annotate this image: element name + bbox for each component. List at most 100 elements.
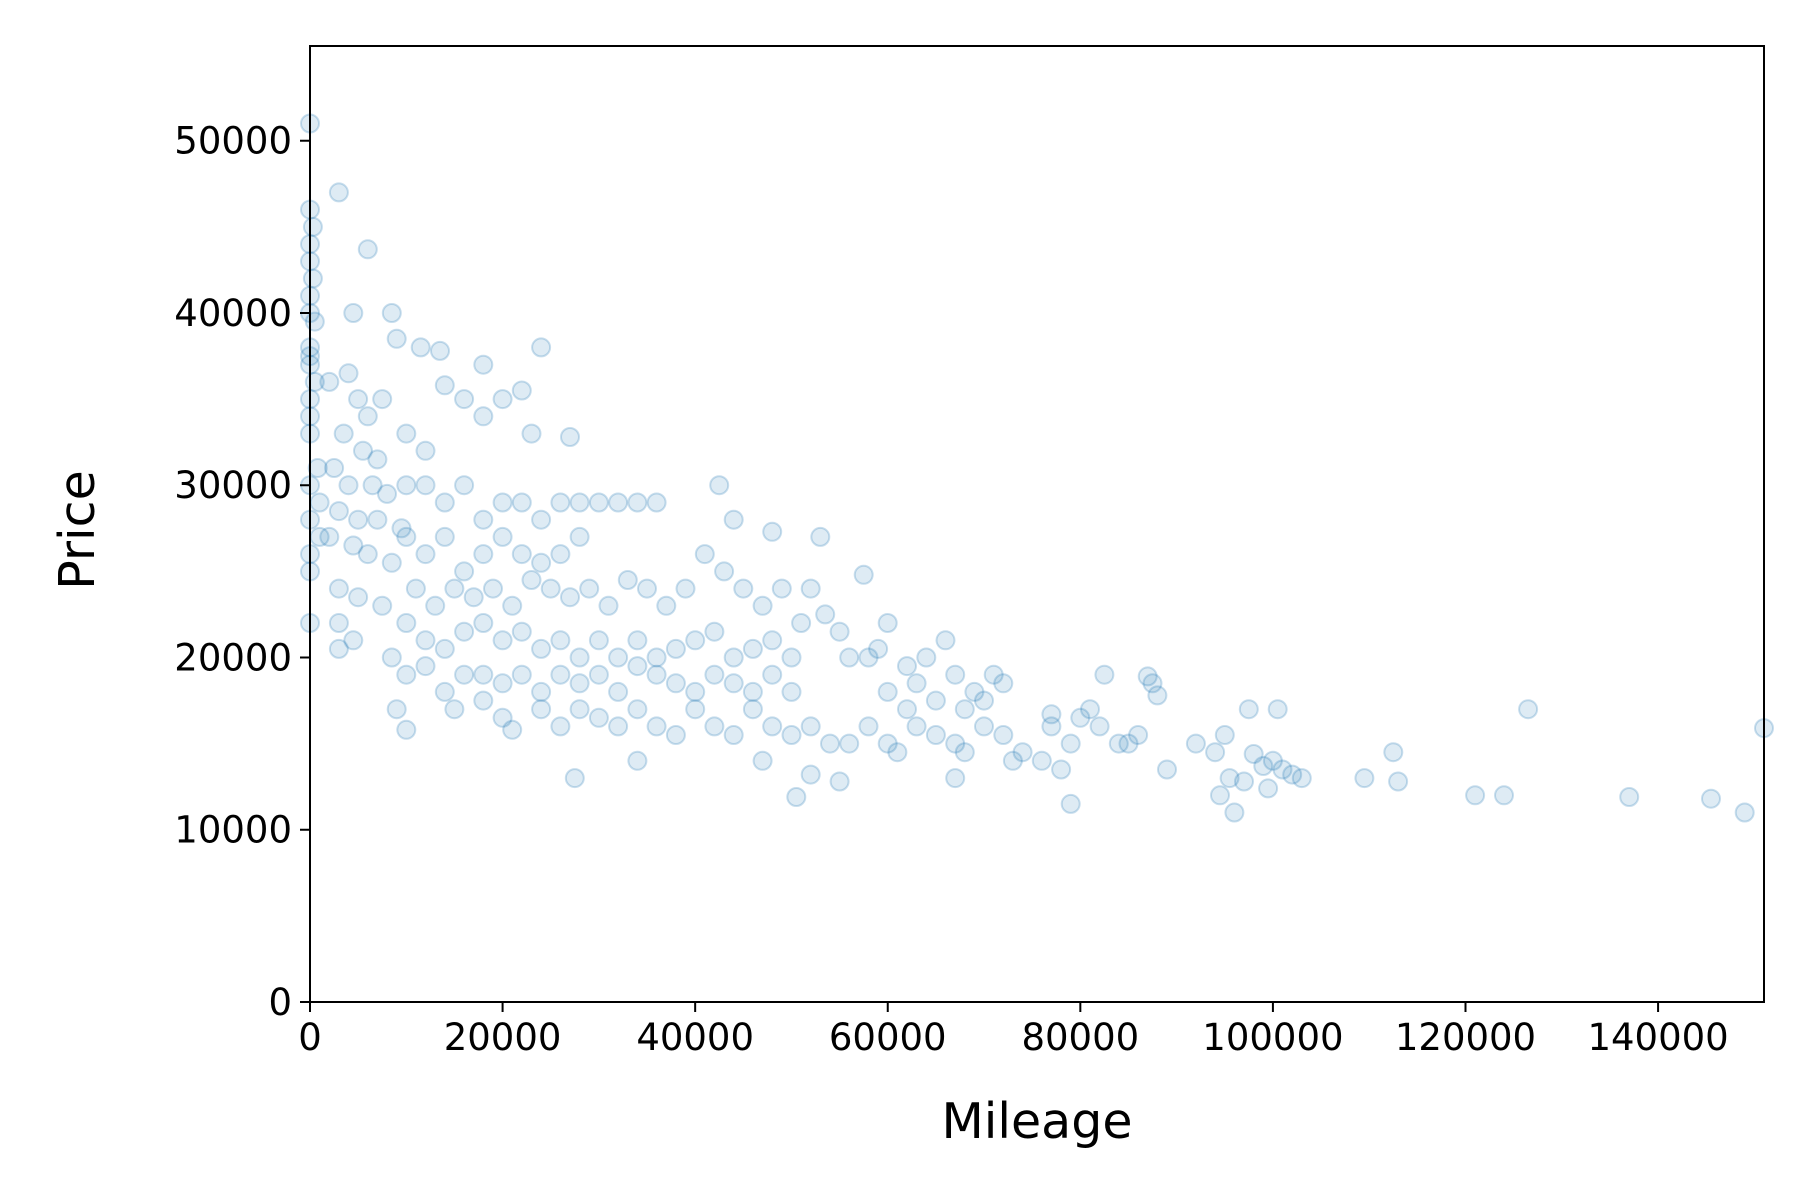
scatter-point <box>723 647 744 668</box>
scatter-point <box>829 771 850 792</box>
scatter-point <box>550 630 571 651</box>
scatter-point <box>1243 744 1264 764</box>
scatter-point <box>1128 725 1149 745</box>
scatter-point <box>1219 768 1240 789</box>
scatter-point <box>723 725 744 745</box>
scatter-point <box>627 656 648 677</box>
scatter-point <box>396 613 417 633</box>
scatter-point <box>742 681 763 702</box>
x-axis-title: Mileage <box>942 1093 1133 1150</box>
scatter-point <box>877 733 898 754</box>
scatter-point <box>415 630 436 651</box>
scatter-point <box>800 716 821 737</box>
scatter-point <box>473 690 494 711</box>
scatter-point <box>646 647 667 668</box>
scatter-point <box>877 681 898 702</box>
scatter-point <box>1094 664 1115 685</box>
scatter-point <box>1734 802 1755 823</box>
scatter-point <box>540 578 561 599</box>
scatter-point <box>454 475 475 496</box>
scatter-point <box>1238 699 1259 720</box>
x-tick-label: 80000 <box>1021 1016 1139 1059</box>
scatter-point <box>627 630 648 651</box>
scatter-point <box>993 725 1014 745</box>
scatter-point <box>916 647 937 668</box>
scatter-point <box>742 638 763 659</box>
scatter-point <box>386 328 407 349</box>
scatter-point <box>569 492 590 513</box>
scatter-point <box>588 707 609 728</box>
scatter-point <box>1080 699 1100 720</box>
scatter-point <box>1002 750 1023 771</box>
scatter-point <box>304 311 325 332</box>
scatter-point <box>839 733 860 754</box>
scatter-point <box>434 638 455 659</box>
scatter-point <box>1465 785 1486 806</box>
scatter-point <box>945 664 966 685</box>
scatter-points <box>300 113 1774 823</box>
scatter-point <box>463 587 484 608</box>
scatter-point <box>839 647 860 668</box>
scatter-point <box>511 621 532 642</box>
scatter-point <box>1205 742 1226 763</box>
scatter-point <box>665 673 686 694</box>
scatter-point <box>1224 802 1245 823</box>
scatter-point <box>704 664 725 685</box>
scatter-point <box>357 406 378 427</box>
scatter-point <box>307 458 328 478</box>
scatter-point <box>343 630 364 651</box>
scatter-point <box>521 570 542 590</box>
scatter-point <box>531 699 552 720</box>
scatter-point <box>328 638 349 659</box>
x-tick-label: 100000 <box>1202 1016 1343 1059</box>
scatter-point <box>434 681 455 702</box>
scatter-point <box>1041 716 1062 737</box>
scatter-point <box>868 638 889 659</box>
scatter-point <box>372 595 393 616</box>
scatter-point <box>473 613 494 633</box>
scatter-point <box>377 483 397 504</box>
scatter-point <box>945 768 966 789</box>
scatter-point <box>396 475 417 496</box>
scatter-point <box>454 561 475 582</box>
y-tick-label: 30000 <box>174 464 292 507</box>
scatter-point <box>714 561 735 582</box>
scatter-point <box>1354 768 1375 789</box>
scatter-point <box>531 552 552 573</box>
scatter-point <box>338 475 359 496</box>
scatter-point <box>550 544 571 565</box>
scatter-point <box>302 216 323 237</box>
scatter-point <box>410 337 431 358</box>
scatter-point <box>1089 716 1110 737</box>
scatter-point <box>1051 759 1072 780</box>
scatter-point <box>425 595 446 616</box>
x-tick-label: 40000 <box>636 1016 754 1059</box>
scatter-point <box>791 613 812 633</box>
scatter-point <box>328 613 349 633</box>
scatter-point <box>333 423 354 444</box>
scatter-point <box>492 492 513 513</box>
scatter-point <box>511 664 532 685</box>
scatter-point <box>372 389 393 410</box>
scatter-point <box>473 509 494 530</box>
scatter-point <box>627 750 648 771</box>
scatter-point <box>415 544 436 565</box>
scatter-point <box>531 681 552 702</box>
scatter-point <box>1147 685 1168 706</box>
scatter-point <box>569 647 590 668</box>
scatter-point <box>564 768 585 789</box>
scatter-point <box>405 578 426 599</box>
scatter-point <box>302 268 323 289</box>
scatter-point <box>309 492 330 513</box>
scatter-point <box>815 604 836 625</box>
scatter-point <box>550 664 571 685</box>
scatter-point <box>704 621 725 642</box>
scatter-point <box>434 492 455 513</box>
scatter-point <box>1157 759 1177 780</box>
y-tick-label: 10000 <box>174 809 292 852</box>
scatter-point <box>800 578 821 599</box>
scatter-point <box>560 587 580 608</box>
scatter-point <box>810 526 831 547</box>
scatter-point <box>531 509 552 530</box>
